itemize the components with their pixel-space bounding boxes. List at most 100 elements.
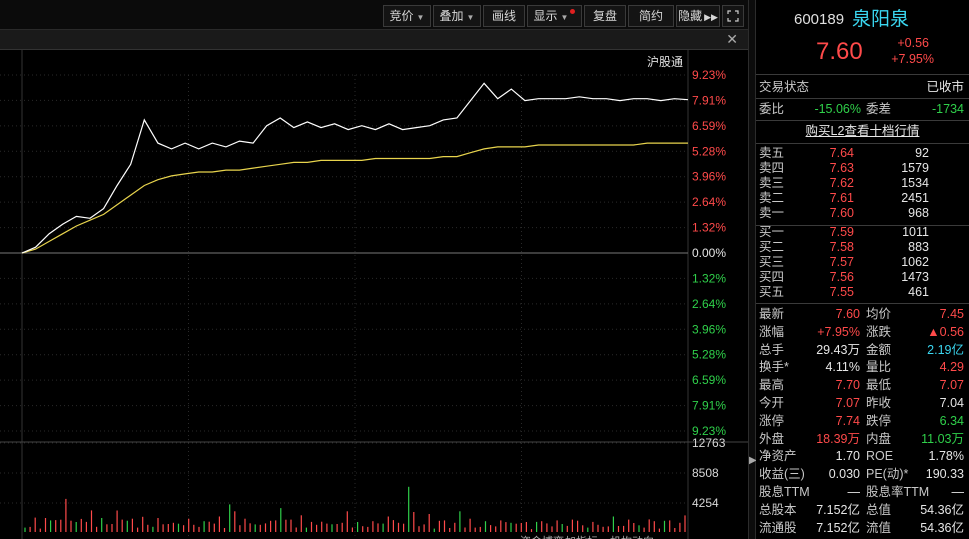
volume-tick-label: 4254: [692, 496, 719, 510]
order-level-label: 卖四: [759, 161, 785, 175]
stat-value: 7.152亿: [816, 502, 860, 517]
stat-value: 11.03万: [921, 431, 964, 446]
stat-value: 29.43万: [816, 342, 860, 357]
quote-panel: 600189 泉阳泉 7.60 +0.56 +7.95% 交易状态 已收市 委比…: [756, 0, 969, 539]
stat-row: 收益(三) 0.030 PE(动)* 190.33: [756, 466, 969, 483]
axis-tick-label: 2.64%: [692, 195, 726, 209]
order-price: 7.56: [829, 270, 854, 284]
order-volume: 968: [908, 206, 929, 220]
stat-label: 净资产: [759, 449, 797, 464]
order-price: 7.58: [829, 240, 854, 254]
order-book-row[interactable]: 卖一 7.60 968: [756, 206, 969, 221]
order-price: 7.64: [829, 146, 854, 160]
buy-l2-link[interactable]: 购买L2查看十档行情: [805, 124, 920, 138]
simple-mode-button[interactable]: 简约: [628, 5, 674, 27]
stat-value: 0.030: [828, 467, 860, 482]
order-volume: 1011: [902, 225, 929, 239]
weibi-label: 委比: [759, 102, 785, 116]
panel-divider[interactable]: ▶: [748, 0, 757, 539]
weicha-value: -1734: [932, 102, 964, 116]
bottom-tab-label[interactable]: 机构动向: [610, 534, 654, 539]
stock-name[interactable]: 泉阳泉: [852, 9, 910, 30]
price-change-pct: +7.95%: [891, 52, 934, 66]
stat-label: 昨收: [866, 396, 892, 410]
order-level-label: 买三: [759, 255, 785, 269]
order-price: 7.60: [829, 206, 854, 220]
order-book-row[interactable]: 买五 7.55 461: [756, 285, 969, 300]
stat-label: 股息TTM: [759, 485, 810, 499]
order-volume: 1473: [901, 270, 929, 284]
weibi-value: -15.06%: [814, 102, 861, 116]
order-level-label: 卖五: [759, 146, 785, 160]
collapse-arrow-icon[interactable]: ▶: [749, 455, 757, 466]
stat-row: 总手 29.43万 金额 2.19亿: [756, 342, 969, 359]
stat-label: 最低: [866, 378, 892, 393]
weicha-label: 委差: [866, 102, 892, 116]
order-volume: 883: [908, 240, 929, 254]
stat-label: ROE: [866, 449, 894, 464]
fullscreen-icon: [727, 10, 739, 22]
stat-label: 均价: [866, 307, 892, 321]
order-volume: 1534: [901, 176, 929, 190]
intraday-chart[interactable]: 9.23% 7.91% 6.59% 5.28% 3.96% 2.64% 1.32% 0.00%…: [0, 50, 748, 539]
bidding-dropdown[interactable]: 竞价 ▼: [383, 5, 431, 27]
overlay-label: 叠加: [439, 9, 464, 23]
stat-label: 涨停: [759, 413, 785, 428]
order-price: 7.55: [829, 285, 854, 299]
order-book-row[interactable]: 买三 7.57 1062: [756, 255, 969, 270]
order-volume: 92: [915, 146, 929, 160]
order-book-row[interactable]: 卖三 7.62 1534: [756, 176, 969, 191]
stat-label: 今开: [759, 396, 785, 410]
volume-tick-label: 8508: [692, 466, 719, 480]
draw-line-button[interactable]: 画线: [483, 5, 525, 27]
axis-tick-label: 6.59%: [692, 119, 726, 133]
stat-label: 涨跌: [866, 324, 892, 339]
stat-value: —: [847, 485, 861, 499]
order-price: 7.62: [829, 176, 854, 190]
fullscreen-button[interactable]: [722, 5, 744, 27]
order-level-label: 买一: [759, 225, 785, 239]
overlay-dropdown[interactable]: 叠加 ▼: [433, 5, 481, 27]
price-change: +0.56: [897, 36, 929, 50]
stat-value: 7.04: [939, 396, 964, 410]
order-book-row[interactable]: 卖二 7.61 2451: [756, 191, 969, 206]
axis-tick-label: 6.59%: [692, 373, 726, 387]
stat-label: 最高: [759, 378, 785, 393]
display-dropdown[interactable]: 显示 ▼: [527, 5, 582, 27]
trade-status-label: 交易状态: [759, 80, 810, 94]
order-book-row[interactable]: 卖五 7.64 92: [756, 146, 969, 161]
order-volume: 2451: [901, 191, 929, 205]
price-block: 7.60 +0.56 +7.95%: [756, 36, 969, 68]
stat-label: 外盘: [759, 431, 785, 446]
axis-tick-label: 5.28%: [692, 144, 726, 158]
stat-label: 流通股: [759, 520, 797, 535]
stat-row: 流通股 7.152亿 流值 54.36亿: [756, 520, 969, 537]
caret-down-icon: ▼: [416, 13, 425, 22]
hide-button[interactable]: 隐藏 ▶▶: [676, 5, 720, 27]
bidding-label: 竞价: [389, 9, 414, 23]
stat-row: 最新 7.60 均价 7.45: [756, 306, 969, 323]
axis-tick-label: 7.91%: [692, 399, 726, 413]
order-book-row[interactable]: 买四 7.56 1473: [756, 270, 969, 285]
order-volume: 461: [908, 285, 929, 299]
chart-subbar: ✕: [0, 30, 748, 50]
display-label: 显示: [533, 9, 558, 23]
stat-value: 4.29: [939, 360, 964, 375]
trade-status-value: 已收市: [926, 80, 964, 94]
stat-row: 今开 7.07 昨收 7.04: [756, 395, 969, 412]
trade-status-row: 交易状态 已收市: [756, 79, 969, 96]
order-book-row[interactable]: 卖四 7.63 1579: [756, 161, 969, 176]
volume-tick-label: 12763: [692, 436, 726, 450]
order-level-label: 买五: [759, 285, 785, 299]
bottom-tab-label[interactable]: 资金博弈: [520, 534, 564, 539]
stat-label: 量比: [866, 360, 892, 375]
order-book-row[interactable]: 买二 7.58 883: [756, 240, 969, 255]
bottom-tab-label[interactable]: 加指标: [565, 534, 598, 539]
review-button[interactable]: 复盘: [584, 5, 626, 27]
order-book-row[interactable]: 买一 7.59 1011: [756, 225, 969, 240]
stat-row: 总股本 7.152亿 总值 54.36亿: [756, 502, 969, 519]
close-icon[interactable]: ✕: [726, 31, 738, 47]
stat-label: 内盘: [866, 431, 892, 446]
stat-label: 收益(三): [759, 467, 805, 482]
stat-value: 54.36亿: [920, 520, 964, 535]
